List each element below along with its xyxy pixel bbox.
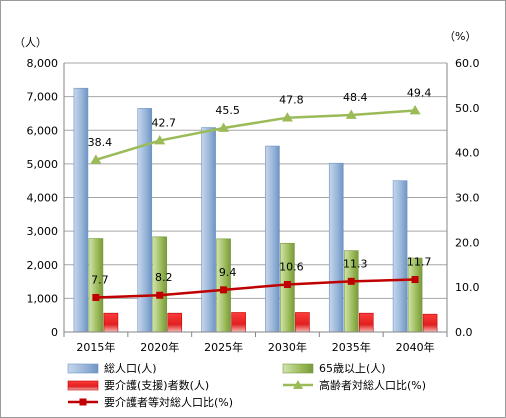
- data-label: 49.4: [407, 87, 432, 100]
- y-right-tick-label: 50.0: [455, 102, 480, 115]
- data-label: 42.7: [152, 117, 177, 130]
- y-right-tick-label: 20.0: [455, 236, 480, 249]
- data-label: 7.7: [91, 273, 109, 286]
- point-elderly-ratio: [281, 112, 293, 122]
- data-label: 9.4: [219, 266, 237, 279]
- point-care-ratio: [220, 286, 228, 294]
- bar-care: [231, 312, 246, 333]
- bar-total: [392, 180, 408, 333]
- legend-label: 要介護者等対総人口比(%): [104, 395, 233, 409]
- line-care-ratio: [95, 278, 416, 299]
- y-left-tick-label: 2,000: [27, 259, 59, 272]
- bar-care: [358, 312, 374, 333]
- y-right-tick-label: 10.0: [455, 281, 480, 294]
- x-tick-label: 2020年: [140, 340, 179, 354]
- bar-elderly: [216, 238, 231, 333]
- point-care-ratio: [283, 280, 291, 288]
- bar-care: [422, 313, 438, 333]
- data-label: 8.2: [155, 271, 173, 284]
- y-right-unit: （%）: [444, 30, 476, 43]
- y-left-tick-label: 4,000: [27, 192, 59, 205]
- legend-swatch: [67, 363, 99, 374]
- y-left-tick-label: 5,000: [27, 158, 59, 171]
- bar-elderly: [407, 257, 423, 333]
- x-tick-label: 2015年: [76, 340, 115, 354]
- bar-total: [201, 127, 216, 333]
- legend-marker: [79, 398, 87, 406]
- bar-care: [295, 312, 310, 333]
- x-tick-label: 2030年: [268, 340, 307, 354]
- bar-total: [137, 108, 153, 333]
- bar-total: [328, 162, 344, 333]
- bar-care: [167, 312, 183, 333]
- y-right-tick-label: 60.0: [455, 57, 480, 70]
- y-left-tick-label: 1,000: [27, 292, 59, 305]
- bar-total: [73, 87, 89, 333]
- point-care-ratio: [411, 276, 419, 284]
- data-label: 10.6: [279, 260, 304, 273]
- legend-label: 65歳以上(人): [319, 362, 386, 375]
- line-series: [90, 105, 421, 301]
- data-labels: 38.4 42.7 45.5 47.8 48.4 49.4 7.7 8.2 9.4 10.6 11.…: [88, 87, 432, 287]
- axes: 0 1,000 2,000 3,000 4,000 5,000 6,000 7,000 8,00…: [27, 57, 480, 354]
- y-right-tick-label: 40.0: [455, 147, 480, 160]
- legend-label: 高齢者対総人口比(%): [319, 378, 426, 392]
- data-label: 48.4: [343, 91, 368, 104]
- y-right-tick-label: 30.0: [455, 192, 480, 205]
- x-tick-label: 2035年: [332, 340, 371, 354]
- legend: 総人口(人) 65歳以上(人) 要介護(支援)者数(人) 高齢者対総人口比(%) 要介護…: [67, 361, 426, 409]
- point-elderly-ratio: [409, 105, 421, 115]
- point-elderly-ratio: [218, 122, 230, 132]
- y-left-tick-label: 7,000: [27, 91, 59, 104]
- bar-total: [265, 145, 280, 333]
- data-label: 11.3: [343, 257, 368, 270]
- legend-label: 総人口(人): [104, 361, 157, 375]
- y-left-tick-label: 8,000: [27, 57, 59, 70]
- x-tick-label: 2040年: [396, 340, 435, 354]
- data-label: 38.4: [88, 136, 113, 149]
- legend-swatch: [67, 380, 99, 391]
- bar-elderly: [152, 236, 168, 333]
- point-care-ratio: [92, 293, 100, 301]
- y-left-unit: （人）: [14, 36, 47, 49]
- point-elderly-ratio: [345, 109, 357, 119]
- y-left-tick-label: 6,000: [27, 124, 59, 137]
- x-tick-label: 2025年: [204, 340, 243, 354]
- y-left-tick-label: 0: [51, 326, 58, 339]
- line-elderly-ratio: [95, 109, 416, 162]
- point-elderly-ratio: [154, 135, 166, 145]
- bar-care: [103, 312, 119, 333]
- gridlines: [64, 62, 447, 299]
- legend-swatch: [282, 363, 314, 374]
- point-elderly-ratio: [90, 154, 102, 164]
- data-label: 11.7: [407, 256, 432, 269]
- data-label: 45.5: [215, 104, 240, 117]
- point-care-ratio: [347, 277, 355, 285]
- legend-marker: [293, 380, 303, 389]
- y-right-tick-label: 0.0: [455, 326, 473, 339]
- data-label: 47.8: [279, 94, 304, 107]
- y-left-tick-label: 3,000: [27, 225, 59, 238]
- legend-label: 要介護(支援)者数(人): [104, 378, 209, 392]
- point-care-ratio: [156, 291, 164, 299]
